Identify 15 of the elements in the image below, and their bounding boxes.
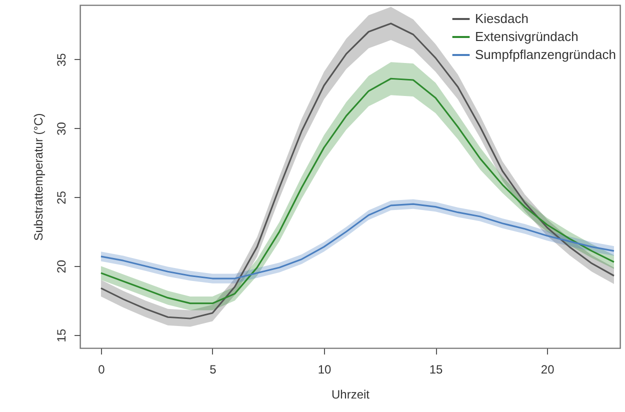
y-tick-label: 20 — [54, 260, 68, 274]
legend-label: Sumpfpflanzengründach — [475, 47, 616, 62]
x-tick-label: 10 — [318, 362, 332, 376]
x-tick-label: 0 — [98, 362, 106, 376]
legend-label: Kiesdach — [475, 11, 528, 26]
x-axis-title: Uhrzeit — [331, 388, 370, 402]
x-tick-label: 5 — [210, 362, 217, 376]
y-tick-label: 15 — [54, 328, 68, 342]
legend-label: Extensivgründach — [475, 29, 578, 44]
y-tick-label: 25 — [54, 190, 68, 204]
x-tick-label: 15 — [429, 362, 444, 376]
y-tick-label: 30 — [54, 122, 68, 136]
y-axis-title: Substrattemperatur (°C) — [32, 113, 46, 241]
x-tick-label: 20 — [540, 362, 555, 376]
y-tick-label: 35 — [54, 52, 68, 66]
